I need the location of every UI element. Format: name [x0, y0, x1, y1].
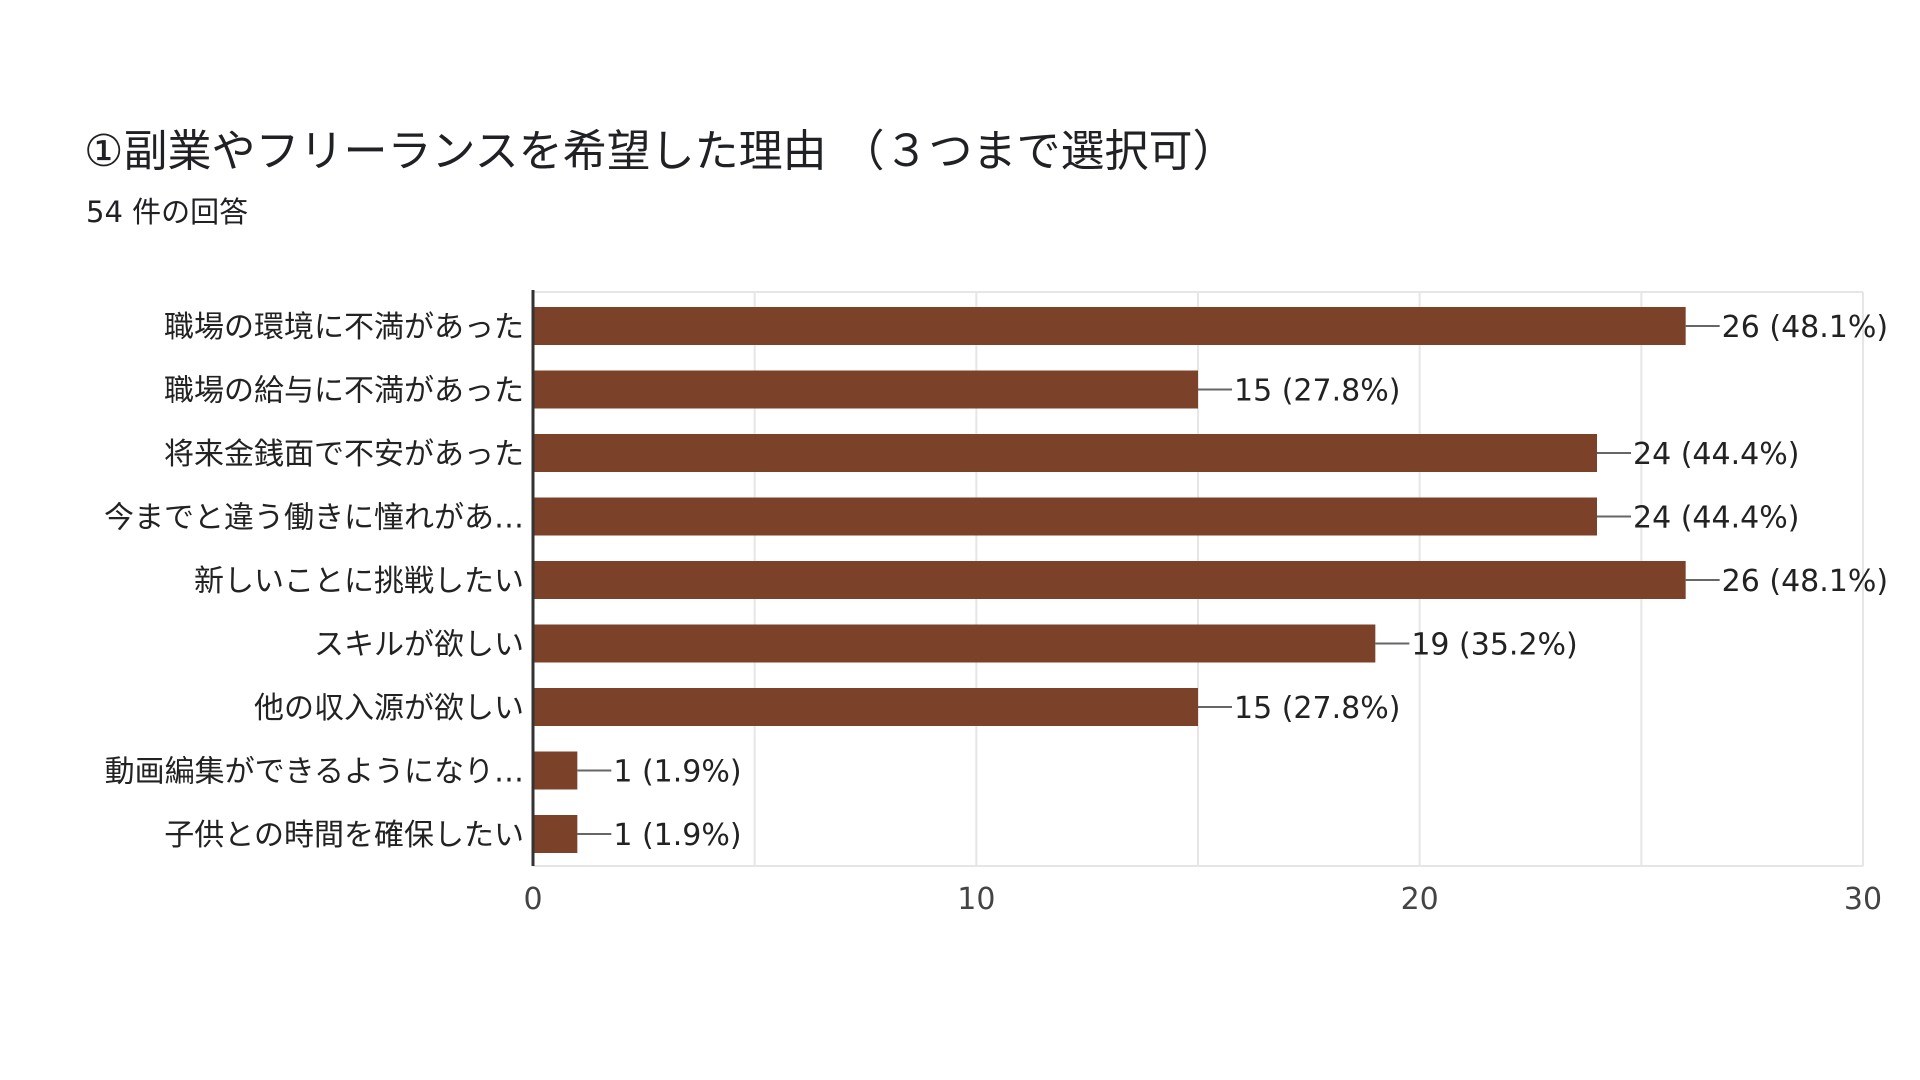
value-label: 15 (27.8%) [1234, 691, 1400, 726]
category-label: 将来金銭面で不安があった [164, 437, 524, 472]
axes: 0 10 20 30 [523, 290, 1882, 917]
bar [533, 434, 1597, 472]
response-count: 54 件の回答 [86, 195, 249, 229]
category-label: 子供との時間を確保したい [164, 818, 524, 853]
bar [533, 370, 1198, 409]
category-label: 職場の環境に不満があった [164, 310, 524, 345]
value-label: 24 (44.4%) [1633, 501, 1799, 536]
category-label: 新しいことに挑戦したい [194, 564, 524, 599]
category-label: 動画編集ができるようになり… [105, 755, 524, 790]
category-label: スキルが欲しい [314, 628, 524, 663]
bar [533, 561, 1686, 599]
value-label: 26 (48.1%) [1722, 564, 1888, 599]
labels: 26 (48.1%) 職場の環境に不満があった 15 (27.8%) 職場の給与に不満… [104, 310, 1888, 853]
bar [533, 497, 1597, 536]
value-label: 15 (27.8%) [1234, 374, 1400, 409]
bars [533, 307, 1720, 853]
category-label: 他の収入源が欲しい [254, 691, 524, 726]
value-label: 26 (48.1%) [1722, 310, 1888, 345]
bar [533, 751, 578, 790]
bar [533, 624, 1376, 663]
bar [533, 815, 578, 853]
value-label: 1 (1.9%) [613, 755, 741, 790]
bar [533, 307, 1686, 345]
value-label: 24 (44.4%) [1633, 437, 1799, 472]
x-tick-label: 10 [957, 882, 995, 917]
bar [533, 688, 1198, 726]
x-tick-label: 20 [1401, 882, 1439, 917]
x-tick-label: 0 [523, 882, 542, 917]
category-label: 今までと違う働きに憧れがあ… [104, 501, 524, 536]
x-tick-label: 30 [1844, 882, 1882, 917]
value-label: 1 (1.9%) [613, 818, 741, 853]
category-label: 職場の給与に不満があった [164, 374, 524, 409]
chart-title: ①副業やフリーランスを希望した理由 （３つまで選択可） [84, 126, 1237, 177]
value-label: 19 (35.2%) [1411, 628, 1577, 663]
